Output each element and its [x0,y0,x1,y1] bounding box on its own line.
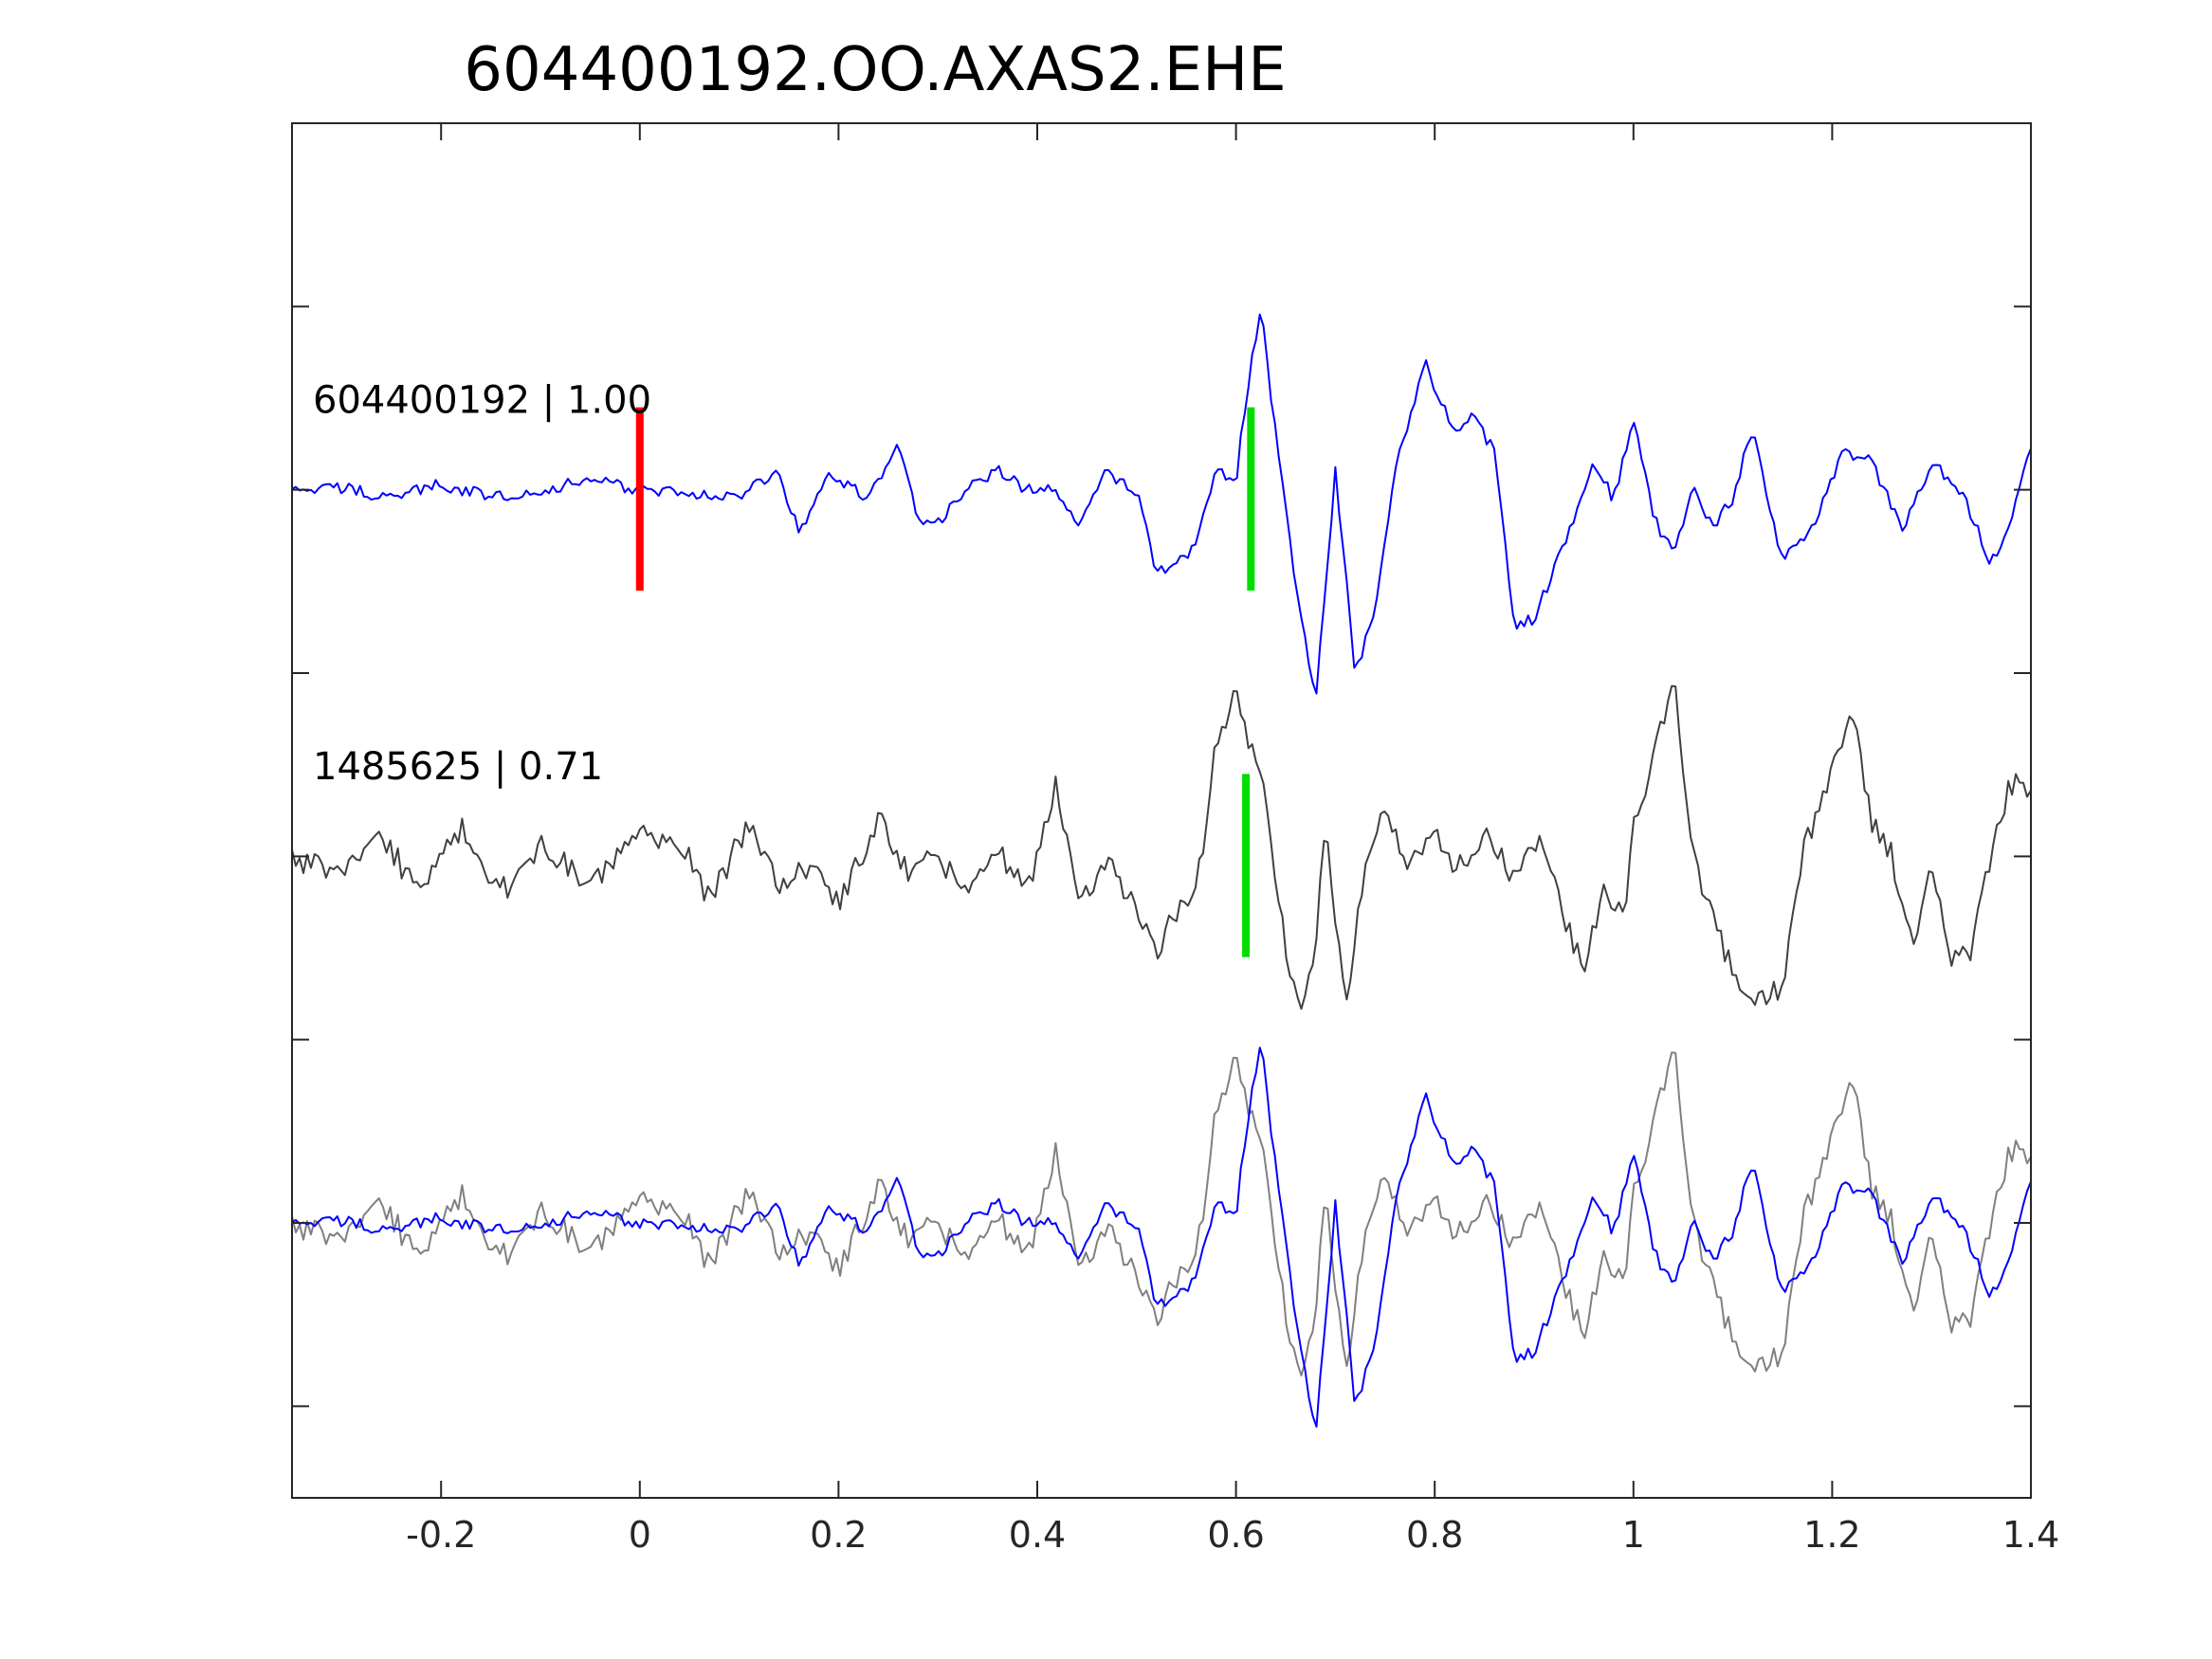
traces-layer [291,313,2032,1428]
x-tick-label-8: 1.4 [2002,1514,2059,1556]
x-tick-label-6: 1 [1622,1514,1645,1556]
trace-label-0: 604400192 | 1.00 [313,378,651,422]
x-tick-label-5: 0.8 [1406,1514,1463,1556]
x-tick-label-4: 0.6 [1207,1514,1264,1556]
trace-line-2 [291,1051,2032,1376]
x-tick-label-7: 1.2 [1803,1514,1860,1556]
axes-frame [291,122,2032,1499]
picks-layer [635,407,1255,957]
x-tick-label-0: -0.2 [406,1514,476,1556]
trace-line-1 [291,684,2032,1011]
trace-line-3 [291,1047,2032,1428]
ticks-layer [292,123,2032,1498]
trace-labels-layer: 604400192 | 1.00 1485625 | 0.71 [313,378,651,789]
x-tick-label-3: 0.4 [1009,1514,1066,1556]
chart-title: 604400192.OO.AXAS2.EHE [464,35,1286,105]
x-tick-labels-layer: -0.2 0 0.2 0.4 0.6 0.8 1 1.2 1.4 [406,1514,2059,1556]
x-tick-label-2: 0.2 [810,1514,867,1556]
trace-label-1: 1485625 | 0.71 [313,745,603,789]
trace-line-0 [291,313,2032,695]
x-tick-label-1: 0 [629,1514,651,1556]
